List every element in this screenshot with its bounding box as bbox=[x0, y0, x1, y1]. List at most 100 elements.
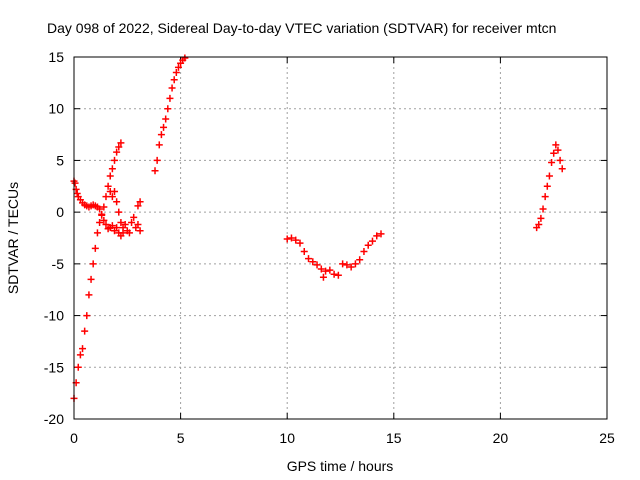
data-points bbox=[70, 54, 566, 402]
data-point bbox=[136, 227, 144, 235]
data-point bbox=[556, 156, 564, 164]
data-point bbox=[76, 351, 84, 359]
x-tick-label: 15 bbox=[386, 430, 402, 446]
data-point bbox=[113, 198, 121, 206]
data-point bbox=[545, 172, 553, 180]
data-point bbox=[539, 205, 547, 213]
data-point bbox=[115, 143, 123, 151]
data-point bbox=[89, 260, 97, 268]
data-point bbox=[79, 345, 87, 353]
data-point bbox=[91, 244, 99, 252]
data-point bbox=[305, 255, 313, 263]
data-point bbox=[537, 214, 545, 222]
data-point bbox=[108, 222, 116, 230]
data-point bbox=[113, 224, 121, 232]
x-tick-label: 25 bbox=[599, 430, 615, 446]
y-tick-label: 0 bbox=[56, 204, 64, 220]
data-point bbox=[326, 266, 334, 274]
data-point bbox=[102, 193, 110, 201]
data-point bbox=[113, 148, 121, 156]
data-point bbox=[541, 193, 549, 201]
data-point bbox=[160, 123, 168, 131]
data-point bbox=[373, 232, 381, 240]
data-point bbox=[283, 235, 291, 243]
data-point bbox=[121, 221, 129, 229]
data-point bbox=[153, 156, 161, 164]
data-point bbox=[106, 172, 114, 180]
data-point bbox=[360, 247, 368, 255]
data-point bbox=[85, 291, 93, 299]
y-tick-label: -20 bbox=[44, 411, 64, 427]
data-point bbox=[98, 211, 106, 219]
data-point bbox=[168, 84, 176, 92]
data-point bbox=[130, 213, 138, 221]
data-point bbox=[73, 190, 81, 198]
data-point bbox=[543, 182, 551, 190]
y-tick-label: 5 bbox=[56, 152, 64, 168]
data-point bbox=[317, 265, 325, 273]
data-point bbox=[111, 187, 119, 195]
x-axis-label: GPS time / hours bbox=[287, 458, 394, 474]
data-point bbox=[319, 273, 327, 281]
data-point bbox=[554, 146, 562, 154]
y-tick-label: -15 bbox=[44, 359, 64, 375]
y-tick-label: -10 bbox=[44, 308, 64, 324]
data-point bbox=[172, 69, 180, 77]
data-point bbox=[155, 141, 163, 149]
data-point bbox=[174, 63, 182, 71]
data-point bbox=[322, 267, 330, 275]
data-point bbox=[108, 165, 116, 173]
data-point bbox=[108, 193, 116, 201]
y-axis-label: SDTVAR / TECUs bbox=[5, 182, 21, 294]
data-point bbox=[128, 218, 136, 226]
data-point bbox=[552, 141, 560, 149]
data-point bbox=[287, 234, 295, 242]
data-point bbox=[100, 203, 108, 211]
plot-frame bbox=[73, 56, 608, 420]
data-point bbox=[356, 256, 364, 264]
chart-title: Day 098 of 2022, Sidereal Day-to-day VTE… bbox=[47, 20, 556, 36]
data-point bbox=[100, 216, 108, 224]
data-point bbox=[330, 270, 338, 278]
data-point bbox=[377, 230, 385, 238]
y-tick-label: 15 bbox=[48, 49, 64, 65]
data-point bbox=[151, 167, 159, 175]
x-tick-label: 10 bbox=[279, 430, 295, 446]
data-point bbox=[162, 115, 170, 123]
data-point bbox=[102, 221, 110, 229]
data-point bbox=[87, 275, 95, 283]
x-tick-label: 0 bbox=[70, 430, 78, 446]
data-point bbox=[296, 239, 304, 247]
data-point bbox=[81, 327, 89, 335]
data-point bbox=[164, 105, 172, 113]
data-point bbox=[313, 261, 321, 269]
data-point bbox=[96, 218, 104, 226]
data-point bbox=[339, 260, 347, 268]
data-point bbox=[292, 236, 300, 244]
data-point bbox=[83, 312, 91, 320]
data-point bbox=[74, 363, 82, 371]
data-point bbox=[117, 139, 125, 147]
grid-lines bbox=[74, 57, 607, 419]
data-point bbox=[170, 76, 178, 84]
data-point bbox=[550, 149, 558, 157]
data-point bbox=[347, 263, 355, 271]
data-point bbox=[93, 229, 101, 237]
data-point bbox=[134, 221, 142, 229]
data-point bbox=[558, 165, 566, 173]
data-point bbox=[334, 271, 342, 279]
data-point bbox=[115, 208, 123, 216]
data-point bbox=[96, 205, 104, 213]
data-point bbox=[125, 229, 133, 237]
data-point bbox=[343, 261, 351, 269]
data-point bbox=[351, 260, 359, 268]
data-point bbox=[136, 198, 144, 206]
data-point bbox=[364, 241, 372, 249]
data-point bbox=[548, 158, 556, 166]
y-tick-label: -5 bbox=[52, 256, 65, 272]
data-point bbox=[119, 229, 127, 237]
data-point bbox=[71, 179, 79, 187]
data-point bbox=[104, 182, 112, 190]
data-point bbox=[181, 54, 189, 62]
